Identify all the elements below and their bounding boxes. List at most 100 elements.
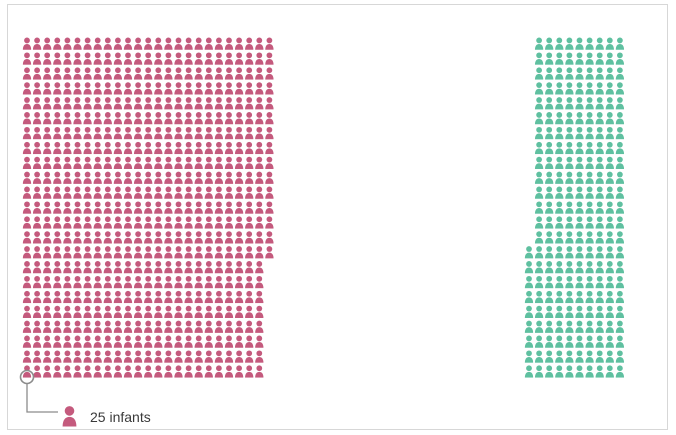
series-b-person-icon — [615, 97, 625, 110]
series-a-person-icon — [174, 37, 183, 50]
series-a-person-icon — [53, 52, 62, 65]
series-a-person-icon — [174, 186, 183, 199]
series-b-person-icon — [615, 186, 625, 199]
series-a-person-icon — [224, 365, 234, 378]
series-a-person-icon — [53, 261, 62, 274]
series-a-person-icon — [174, 201, 183, 214]
series-b-person-icon — [545, 201, 554, 214]
series-a-icons — [22, 37, 274, 378]
series-a-person-icon — [113, 171, 123, 184]
series-a-person-icon — [32, 231, 42, 244]
series-b-person-icon — [585, 52, 594, 65]
series-a-person-icon — [174, 365, 183, 378]
series-a-person-icon — [194, 37, 203, 50]
series-a-person-icon — [63, 97, 72, 110]
series-b-person-icon — [565, 37, 574, 50]
series-b-person-icon — [585, 97, 594, 110]
series-b-person-icon — [545, 171, 554, 184]
series-a-person-icon — [194, 171, 203, 184]
series-a-person-icon — [83, 67, 92, 80]
series-a-person-icon — [164, 156, 173, 169]
series-a-person-icon — [73, 156, 82, 169]
series-a-person-icon — [164, 112, 173, 125]
series-b-person-icon — [575, 82, 584, 95]
series-a-person-icon — [133, 335, 143, 348]
legend-label: 25 infants — [90, 409, 151, 425]
series-a-person-icon — [133, 141, 143, 155]
series-b-person-icon — [605, 305, 614, 318]
series-a-person-icon — [93, 67, 102, 80]
series-a-person-icon — [234, 186, 244, 199]
series-b-person-icon — [545, 275, 554, 289]
series-a-person-icon — [22, 350, 32, 363]
series-a-person-icon — [113, 186, 123, 199]
series-a-person-icon — [204, 67, 213, 80]
series-a-person-icon — [133, 112, 143, 125]
series-a-person-icon — [93, 275, 102, 289]
series-a-person-icon — [123, 335, 133, 348]
series-a-person-icon — [123, 201, 133, 214]
series-b-person-icon — [555, 82, 564, 95]
series-b-person-icon — [545, 37, 554, 50]
series-a-person-icon — [164, 141, 173, 155]
series-a-person-icon — [93, 350, 102, 363]
series-b-person-icon — [565, 126, 574, 140]
series-a-person-icon — [174, 350, 183, 363]
series-a-person-icon — [22, 305, 32, 318]
series-b-person-icon — [615, 320, 625, 333]
series-a-person-icon — [184, 82, 193, 95]
series-a-person-icon — [133, 320, 143, 333]
series-a-person-icon — [113, 67, 123, 80]
series-b-person-icon — [615, 156, 625, 169]
series-b-person-icon — [555, 231, 564, 244]
series-a-person-icon — [184, 52, 193, 65]
series-a-person-icon — [83, 126, 92, 140]
series-a-person-icon — [255, 201, 264, 214]
series-a-person-icon — [265, 186, 274, 199]
series-a-person-icon — [73, 82, 82, 95]
series-a-person-icon — [184, 186, 193, 199]
series-a-person-icon — [83, 365, 92, 378]
series-b-person-icon — [585, 350, 594, 363]
series-b-person-icon — [585, 216, 594, 229]
series-b-person-icon — [534, 126, 544, 140]
series-a-person-icon — [245, 231, 254, 244]
series-a-person-icon — [224, 275, 234, 289]
series-b-person-icon — [565, 67, 574, 80]
series-a-person-icon — [133, 156, 143, 169]
series-a-person-icon — [53, 156, 62, 169]
series-b-person-icon — [605, 52, 614, 65]
series-a-person-icon — [32, 216, 42, 229]
series-a-person-icon — [53, 290, 62, 304]
series-b-person-icon — [615, 305, 625, 318]
series-a-person-icon — [224, 201, 234, 214]
series-a-person-icon — [255, 350, 264, 363]
series-a-person-icon — [204, 231, 213, 244]
series-a-person-icon — [144, 216, 153, 229]
series-a-person-icon — [194, 156, 203, 169]
series-a-person-icon — [93, 82, 102, 95]
series-a-person-icon — [245, 365, 254, 378]
series-a-person-icon — [154, 67, 163, 80]
series-b-person-icon — [534, 216, 544, 229]
series-a-person-icon — [83, 141, 92, 155]
series-b-person-icon — [595, 320, 604, 333]
series-a-person-icon — [32, 171, 42, 184]
series-a-person-icon — [154, 365, 163, 378]
series-a-person-icon — [144, 171, 153, 184]
series-a-person-icon — [43, 201, 52, 214]
series-a-person-icon — [214, 52, 224, 65]
series-b-person-icon — [524, 335, 534, 348]
series-a-person-icon — [184, 320, 193, 333]
series-a-person-icon — [43, 275, 52, 289]
series-a-person-icon — [53, 67, 62, 80]
series-b-person-icon — [605, 350, 614, 363]
series-a-person-icon — [83, 186, 92, 199]
series-b-person-icon — [555, 141, 564, 155]
series-b-person-icon — [585, 365, 594, 378]
series-b-person-icon — [555, 97, 564, 110]
series-a-person-icon — [103, 52, 112, 65]
series-a-person-icon — [144, 275, 153, 289]
series-b-person-icon — [534, 335, 544, 348]
series-a-person-icon — [32, 141, 42, 155]
